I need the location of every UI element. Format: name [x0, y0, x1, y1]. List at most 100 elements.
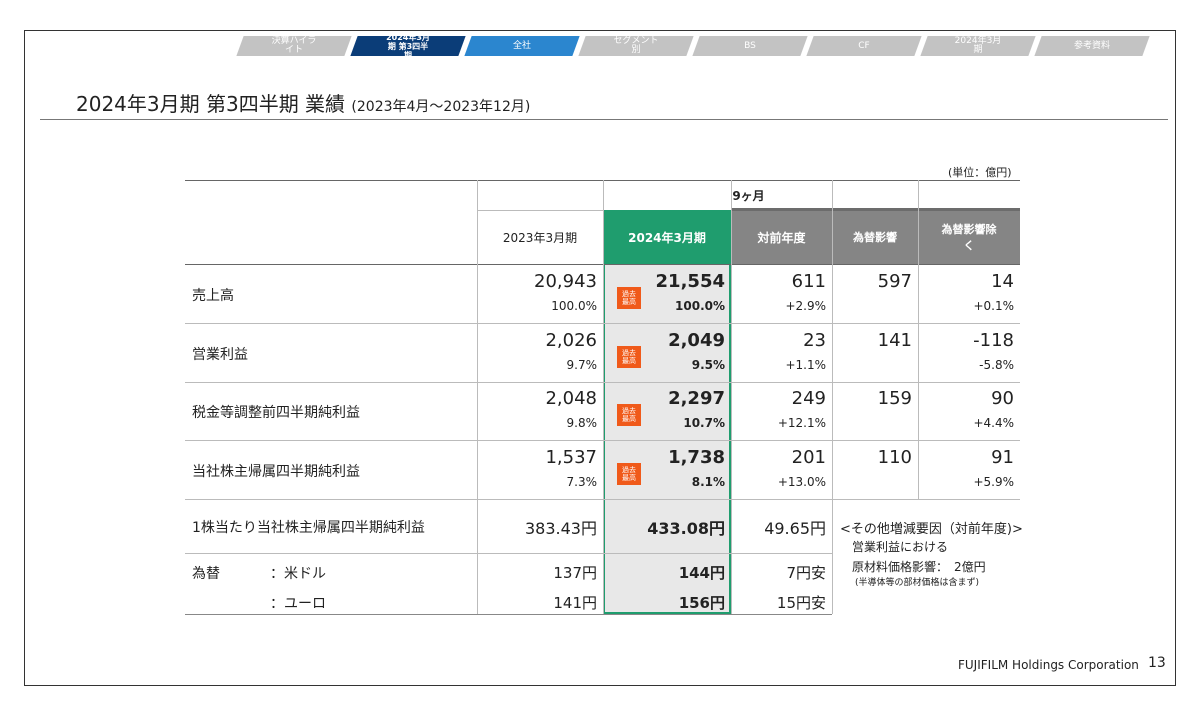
rule — [185, 323, 1020, 324]
ratio: +0.1% — [973, 299, 1014, 313]
cur-header — [603, 210, 731, 265]
ratio: +4.4% — [973, 416, 1014, 430]
footer-company: FUJIFILM Holdings Corporation — [958, 658, 1139, 672]
note: <その他増減要因（対前年度)> — [840, 522, 1023, 537]
ratio: +2.9% — [785, 299, 826, 313]
ratio: +1.1% — [785, 357, 826, 372]
rule — [185, 381, 1020, 383]
value: 1,537 — [545, 446, 597, 468]
value: 159 — [877, 388, 912, 409]
header-bg — [731, 210, 1020, 265]
value: -118 — [973, 329, 1014, 351]
value: 2,026 — [545, 329, 597, 351]
value: 2,049 — [668, 329, 725, 351]
record-badge: 過去最高 — [617, 345, 641, 368]
title: 2024年3月期 第3四半期 業績 (2023年4月～2023年12月) — [76, 88, 530, 117]
title-text: 2024年3月期 第3四半期 業績 — [76, 92, 346, 116]
record-badge: 過去最高 — [617, 287, 641, 309]
ratio: 10.7% — [683, 416, 725, 430]
col-header: 為替影響除く — [941, 222, 997, 252]
value: 141 — [877, 329, 912, 351]
nav-label: セグメント別 — [613, 36, 659, 55]
ratio: 9.8% — [566, 416, 598, 430]
ratio: 100.0% — [675, 299, 725, 313]
record-badge: 過去最高 — [617, 404, 641, 426]
nav-label: 2024年3月期 第3四半期 — [386, 32, 430, 60]
rule — [185, 498, 1020, 500]
value: 14 — [991, 271, 1014, 292]
note: (半導体等の部材価格は含まず) — [855, 578, 980, 588]
value: 23 — [803, 329, 826, 351]
rule — [185, 553, 832, 554]
value: 21,554 — [655, 271, 725, 292]
value: 2,048 — [545, 388, 597, 409]
ratio: 383.43円 — [525, 519, 597, 538]
value: 611 — [791, 271, 826, 292]
ratio: 144円 — [678, 564, 725, 582]
title-rule — [40, 119, 1168, 120]
ratio: +13.0% — [777, 474, 826, 489]
rule — [185, 264, 1020, 265]
value: 597 — [877, 271, 912, 292]
col-header: 為替影響 — [853, 230, 897, 244]
ratio: 141円 — [553, 594, 597, 612]
rule — [185, 614, 832, 615]
nav-label: 参考資料 — [1073, 40, 1110, 51]
ratio: +12.1% — [777, 416, 826, 430]
row-label: ：米ドル — [270, 566, 326, 582]
col-rule — [603, 180, 604, 614]
row-label: 為替 — [192, 566, 220, 582]
ratio: 49.65円 — [764, 519, 826, 538]
page-number: 13 — [1148, 655, 1166, 671]
col-rule — [832, 180, 833, 614]
rule — [185, 440, 1020, 441]
row-label: 当社株主帰属四半期純利益 — [192, 463, 360, 480]
rule — [477, 210, 603, 211]
value: 110 — [877, 446, 912, 468]
ratio: 9.7% — [566, 357, 598, 372]
nav-label: BS — [744, 40, 756, 51]
ratio: +5.9% — [973, 474, 1014, 489]
row-label: ：ユーロ — [270, 596, 326, 612]
slide — [24, 30, 1176, 686]
note: 営業利益における — [852, 540, 949, 554]
ratio: 137円 — [553, 564, 597, 582]
ratio: 15円安 — [776, 594, 826, 612]
ratio: 7.3% — [566, 474, 598, 489]
note-cover — [833, 500, 1021, 616]
col-rule — [477, 180, 478, 614]
col-header: 2023年3月期 — [502, 230, 578, 245]
value: 2,297 — [668, 388, 725, 409]
row-label: 1株当たり当社株主帰属四半期純利益 — [192, 520, 425, 536]
ratio: 433.08円 — [647, 519, 725, 538]
rule — [731, 208, 1020, 211]
span-header: 9ヶ月 — [732, 188, 765, 203]
unit: (単位：億円) — [948, 166, 1012, 179]
col-rule — [918, 180, 919, 614]
record-badge: 過去最高 — [617, 462, 641, 485]
ratio: 8.1% — [691, 474, 725, 489]
col-header: 対前年度 — [757, 230, 806, 245]
value: 91 — [991, 446, 1014, 468]
nav-label: 全社 — [512, 40, 531, 51]
row-label: 税金等調整前四半期純利益 — [192, 405, 360, 421]
nav-label: 決算ハイライト — [271, 36, 317, 55]
value: 249 — [791, 388, 826, 409]
value: 90 — [991, 388, 1014, 409]
rule — [185, 180, 1020, 181]
nav-label: 2024年3月期 — [954, 36, 1002, 55]
col-rule — [731, 180, 732, 614]
ratio: 9.5% — [691, 357, 725, 372]
value: 201 — [791, 446, 826, 468]
ratio: -5.8% — [979, 357, 1014, 372]
value: 1,738 — [668, 446, 725, 468]
ratio: 7円安 — [786, 564, 826, 582]
ratio: 156円 — [678, 594, 725, 612]
note: 原材料価格影響： 2億円 — [852, 560, 986, 574]
row-label: 営業利益 — [192, 346, 248, 363]
cur-col — [603, 210, 731, 614]
nav-label: CF — [858, 40, 870, 51]
value: 20,943 — [534, 271, 597, 292]
